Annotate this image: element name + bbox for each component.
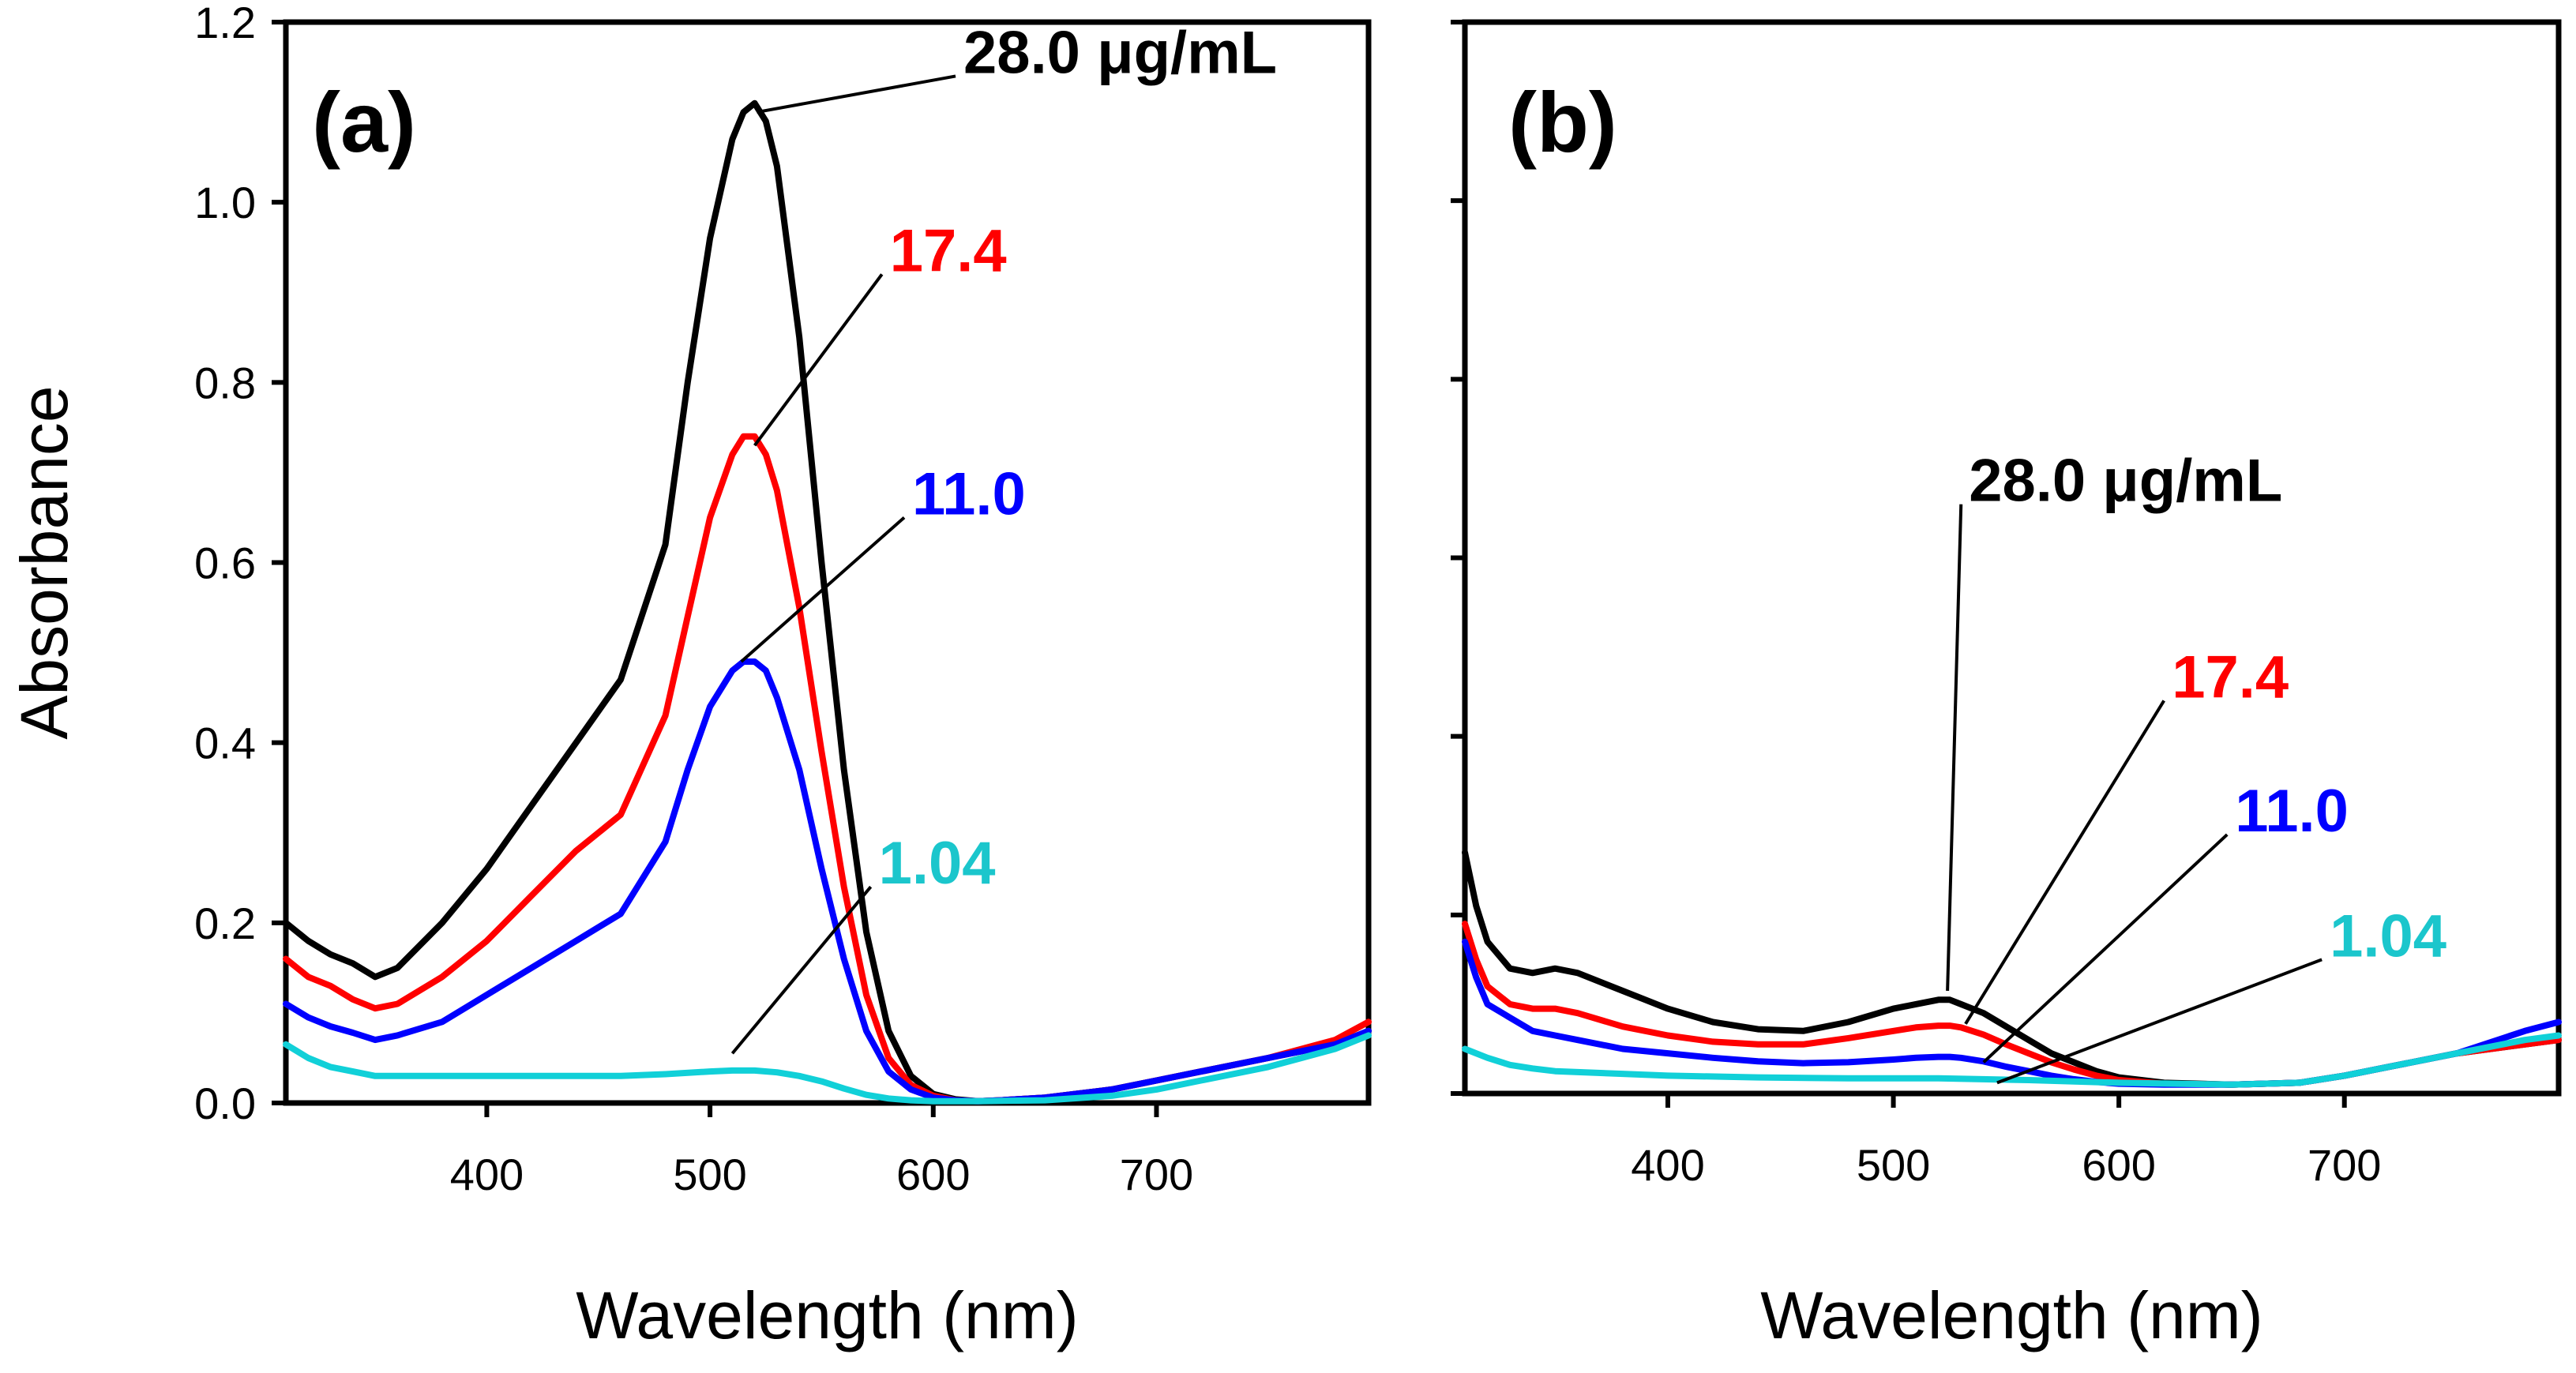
series-label: 28.0 μg/mL [963, 19, 1277, 86]
x-tick-label: 600 [896, 1150, 970, 1199]
x-tick-label: 400 [450, 1150, 524, 1199]
x-tick-label: 400 [1631, 1140, 1704, 1190]
y-tick-label: 0.2 [194, 898, 256, 948]
y-tick-label: 1.2 [194, 0, 256, 47]
y-tick-label: 0.6 [194, 538, 256, 588]
x-axis-title: Wavelength (nm) [1760, 1278, 2262, 1352]
x-tick-label: 700 [2308, 1140, 2381, 1190]
panel-tag: (a) [312, 74, 416, 170]
leader-line [1982, 833, 2229, 1064]
y-axis-title: Absorbance [7, 385, 81, 739]
panel-a: 0.0 0.2 0.4 0.6 0.8 1.0 1.2 400 500 600 700 Wavelen… [7, 0, 1372, 1352]
y-tick-label: 0.8 [194, 358, 256, 407]
series-label: 28.0 μg/mL [1969, 448, 2282, 515]
series-line [283, 99, 1372, 1105]
series-line [1462, 1032, 2562, 1088]
x-tick-label: 700 [1120, 1150, 1193, 1199]
series-line [283, 658, 1372, 1105]
leader-line [757, 74, 956, 114]
panel-b: 400 500 600 700 Wavelength (nm) (b) 28.0 μg/mL… [1451, 19, 2562, 1352]
series-label: 1.04 [879, 830, 996, 897]
leader-line [1946, 504, 1963, 992]
x-axis-title: Wavelength (nm) [576, 1278, 1078, 1352]
series-label: 11.0 [912, 460, 1026, 527]
series-label: 17.4 [890, 217, 1007, 284]
series-line [283, 433, 1372, 1105]
y-tick-label: 0.4 [194, 718, 256, 768]
leader-line [730, 885, 873, 1055]
x-tick-label: 500 [1857, 1140, 1930, 1190]
y-tick-label: 0.0 [194, 1079, 256, 1128]
series-line [283, 1032, 1372, 1105]
x-tick-label: 500 [673, 1150, 746, 1199]
leader-line [740, 516, 906, 663]
y-tick-label: 1.0 [194, 178, 256, 227]
leader-line [1964, 700, 2165, 1025]
panel-tag: (b) [1508, 74, 1617, 170]
series-label: 11.0 [2235, 778, 2349, 845]
leader-line [1996, 958, 2323, 1085]
x-tick-label: 600 [2082, 1140, 2155, 1190]
leader-line [753, 273, 884, 447]
series-label: 1.04 [2330, 902, 2446, 970]
series-label: 17.4 [2172, 643, 2289, 711]
